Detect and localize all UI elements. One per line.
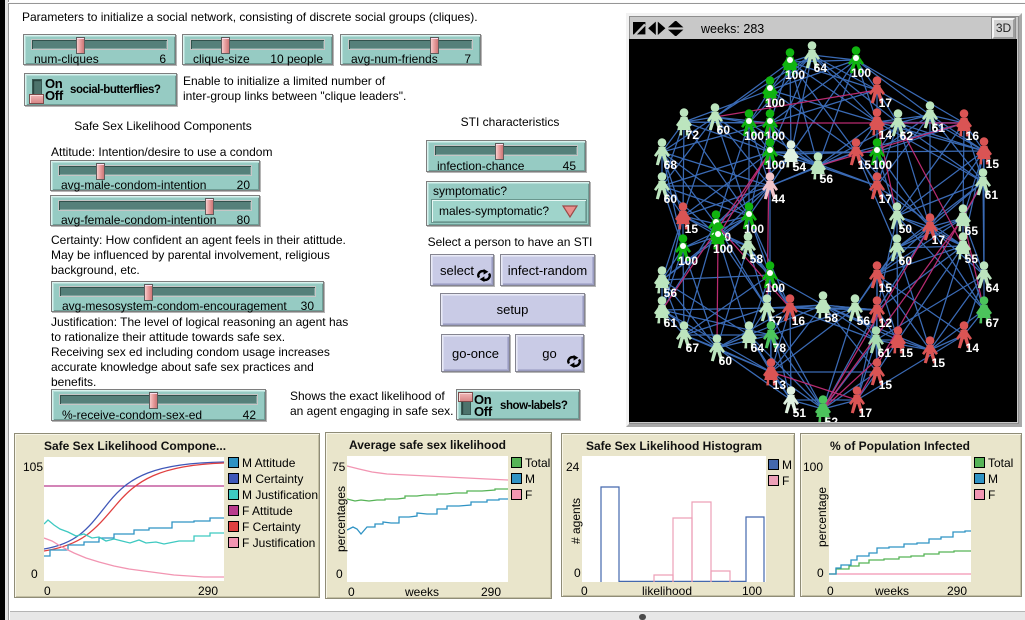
svg-text:50: 50 [899, 222, 913, 236]
svg-text:17: 17 [879, 192, 893, 206]
svg-text:13: 13 [773, 378, 787, 392]
svg-text:100: 100 [678, 254, 698, 268]
svg-text:58: 58 [825, 311, 839, 325]
svg-text:56: 56 [664, 286, 678, 300]
svg-text:15: 15 [685, 222, 699, 236]
svg-text:56: 56 [857, 314, 871, 328]
svg-text:16: 16 [966, 129, 980, 143]
svg-text:60: 60 [664, 192, 678, 206]
svg-text:100: 100 [872, 158, 892, 172]
svg-text:55: 55 [965, 252, 979, 266]
svg-text:100: 100 [744, 129, 764, 143]
svg-text:100: 100 [785, 68, 805, 82]
svg-text:14: 14 [966, 341, 980, 355]
svg-text:64: 64 [751, 341, 765, 355]
svg-text:78: 78 [773, 341, 787, 355]
svg-text:14: 14 [879, 128, 893, 142]
svg-text:62: 62 [900, 129, 914, 143]
svg-text:58: 58 [750, 252, 764, 266]
svg-text:17: 17 [932, 233, 946, 247]
svg-text:15: 15 [858, 158, 872, 172]
svg-text:51: 51 [793, 406, 807, 420]
svg-text:68: 68 [664, 158, 678, 172]
svg-text:100: 100 [851, 66, 871, 80]
svg-text:100: 100 [713, 242, 733, 256]
svg-text:100: 100 [765, 158, 785, 172]
svg-text:61: 61 [985, 188, 999, 202]
svg-text:12: 12 [879, 316, 893, 330]
svg-text:60: 60 [719, 354, 733, 368]
svg-text:44: 44 [772, 192, 786, 206]
svg-text:100: 100 [765, 96, 785, 110]
svg-text:15: 15 [986, 157, 1000, 171]
svg-text:17: 17 [859, 406, 873, 420]
svg-text:60: 60 [899, 254, 913, 268]
svg-text:17: 17 [879, 96, 893, 110]
svg-text:72: 72 [686, 128, 700, 142]
svg-text:100: 100 [765, 281, 785, 295]
svg-text:15: 15 [879, 281, 893, 295]
svg-text:56: 56 [820, 172, 834, 186]
svg-text:52: 52 [825, 415, 839, 422]
svg-text:15: 15 [879, 378, 893, 392]
svg-text:64: 64 [986, 281, 1000, 295]
svg-text:64: 64 [814, 61, 828, 75]
svg-text:67: 67 [686, 341, 700, 355]
svg-text:15: 15 [900, 346, 914, 360]
svg-text:15: 15 [932, 356, 946, 370]
svg-text:61: 61 [932, 121, 946, 135]
svg-text:60: 60 [717, 123, 731, 137]
svg-text:16: 16 [792, 314, 806, 328]
svg-text:54: 54 [793, 160, 807, 174]
svg-text:61: 61 [878, 346, 892, 360]
svg-text:65: 65 [965, 224, 979, 238]
svg-text:67: 67 [986, 316, 1000, 330]
svg-text:61: 61 [664, 316, 678, 330]
